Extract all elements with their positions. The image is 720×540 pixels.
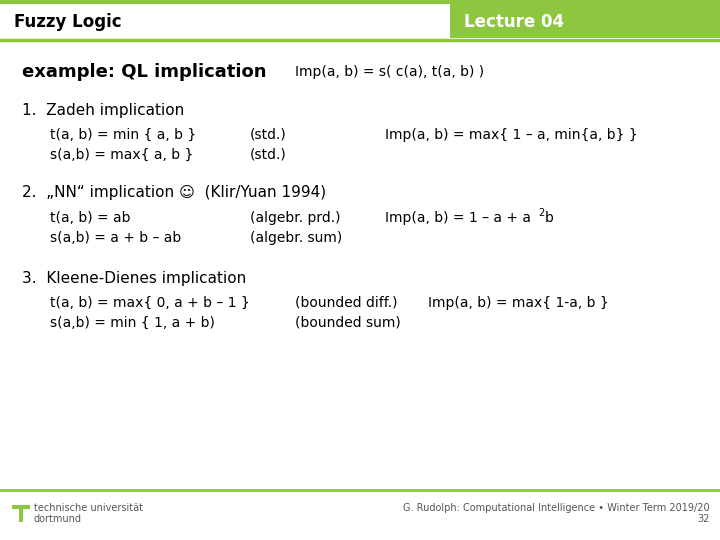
Text: 1.  Zadeh implication: 1. Zadeh implication	[22, 103, 184, 118]
Text: G. Rudolph: Computational Intelligence • Winter Term 2019/20: G. Rudolph: Computational Intelligence •…	[403, 503, 710, 513]
Bar	[0, 4, 720, 38]
Text: 2: 2	[538, 208, 544, 218]
Text: s(a,b) = min { 1, a + b): s(a,b) = min { 1, a + b)	[50, 316, 215, 330]
Bar	[12, 505, 30, 509]
Text: (std.): (std.)	[250, 128, 287, 142]
Text: s(a,b) = max{ a, b }: s(a,b) = max{ a, b }	[50, 148, 194, 162]
Text: s(a,b) = a + b – ab: s(a,b) = a + b – ab	[50, 231, 181, 245]
Text: Imp(a, b) = s( c(a), t(a, b) ): Imp(a, b) = s( c(a), t(a, b) )	[295, 65, 484, 79]
Text: (bounded diff.): (bounded diff.)	[295, 296, 397, 310]
Text: 2.  „NN“ implication ☺  (Klir/Yuan 1994): 2. „NN“ implication ☺ (Klir/Yuan 1994)	[22, 186, 326, 200]
Text: technische universität: technische universität	[34, 503, 143, 513]
Text: (algebr. sum): (algebr. sum)	[250, 231, 342, 245]
Text: 32: 32	[698, 514, 710, 524]
Bar	[19, 509, 23, 522]
Text: Imp(a, b) = 1 – a + a: Imp(a, b) = 1 – a + a	[385, 211, 531, 225]
Text: example: QL implication: example: QL implication	[22, 63, 266, 81]
Text: dortmund: dortmund	[34, 514, 82, 524]
Text: 3.  Kleene-Dienes implication: 3. Kleene-Dienes implication	[22, 271, 246, 286]
Text: t(a, b) = max{ 0, a + b – 1 }: t(a, b) = max{ 0, a + b – 1 }	[50, 296, 250, 310]
Text: Imp(a, b) = max{ 1 – a, min{a, b} }: Imp(a, b) = max{ 1 – a, min{a, b} }	[385, 128, 638, 142]
Text: (bounded sum): (bounded sum)	[295, 316, 401, 330]
Text: Lecture 04: Lecture 04	[464, 13, 564, 31]
Text: t(a, b) = ab: t(a, b) = ab	[50, 211, 130, 225]
Bar	[450, 4, 720, 38]
Text: Fuzzy Logic: Fuzzy Logic	[14, 13, 122, 31]
Text: (algebr. prd.): (algebr. prd.)	[250, 211, 341, 225]
Text: (std.): (std.)	[250, 148, 287, 162]
Text: b: b	[545, 211, 554, 225]
Text: t(a, b) = min { a, b }: t(a, b) = min { a, b }	[50, 128, 197, 142]
Text: Imp(a, b) = max{ 1-a, b }: Imp(a, b) = max{ 1-a, b }	[428, 296, 608, 310]
